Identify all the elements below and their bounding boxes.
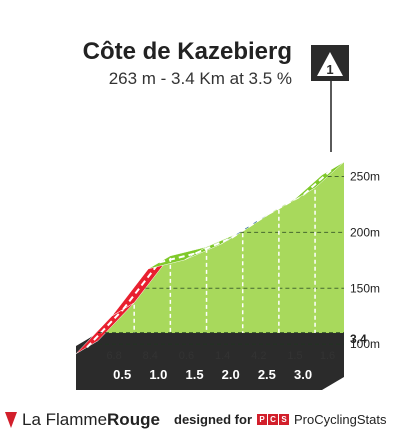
profile-segment-centerline [303, 167, 334, 195]
climb-marker-number: 1 [326, 62, 333, 77]
pcs-logo-icon: P C S [257, 414, 290, 425]
x-tick-label: 3.0 [294, 367, 312, 382]
x-tick-label: 0.5 [113, 367, 131, 382]
segment-gradient-label: 1.6 [320, 350, 335, 362]
profile-segment-centerline [159, 252, 196, 264]
elevation-profile-chart: 100m 150m 200m 250m 0.5 1.0 1.5 2.0 2.5 3.0 6.8 8.4… [75, 45, 380, 390]
x-tick-label: 1.0 [149, 367, 167, 382]
credit-prefix: designed for [174, 412, 253, 427]
designed-for-credit: designed for P C S ProCyclingStats [174, 412, 387, 427]
segment-gradient-label: 4.2 [251, 350, 266, 362]
segment-gradient-label: 8.4 [143, 350, 158, 362]
x-tick-label: 1.5 [185, 367, 203, 382]
x-tick-label: 2.0 [222, 367, 240, 382]
end-distance-label: 3.4 [350, 332, 367, 346]
profile-segment-centerline [195, 236, 233, 255]
climb-title: Côte de Kazebierg [82, 38, 292, 65]
pcs-logo-letter: S [279, 414, 290, 425]
segment-gradient-label: 0.6 [179, 350, 194, 362]
profile-segment-centerline [86, 308, 124, 348]
flamme-rouge-flag-icon [5, 412, 17, 428]
pcs-logo-letter: C [268, 414, 279, 425]
y-tick-label: 200m [350, 225, 380, 239]
y-tick-label: 150m [350, 281, 380, 295]
pcs-name: ProCyclingStats [294, 412, 387, 427]
segment-gradient-label: 1.5 [287, 350, 302, 362]
brand-name: La FlammeRouge [22, 410, 160, 429]
segment-gradient-label: 1.4 [215, 350, 230, 362]
segment-gradient-label: 6.8 [106, 350, 121, 362]
y-tick-label: 100m [350, 337, 380, 351]
x-tick-label: 2.5 [258, 367, 276, 382]
climb-subtitle: 263 m - 3.4 Km at 3.5 % [108, 69, 292, 88]
y-tick-label: 250m [350, 170, 380, 184]
pcs-logo-letter: P [257, 414, 268, 425]
profile-base [76, 333, 344, 390]
la-flamme-rouge-brand: La FlammeRouge [4, 409, 160, 431]
climb-marker-triangle-icon [317, 52, 343, 76]
